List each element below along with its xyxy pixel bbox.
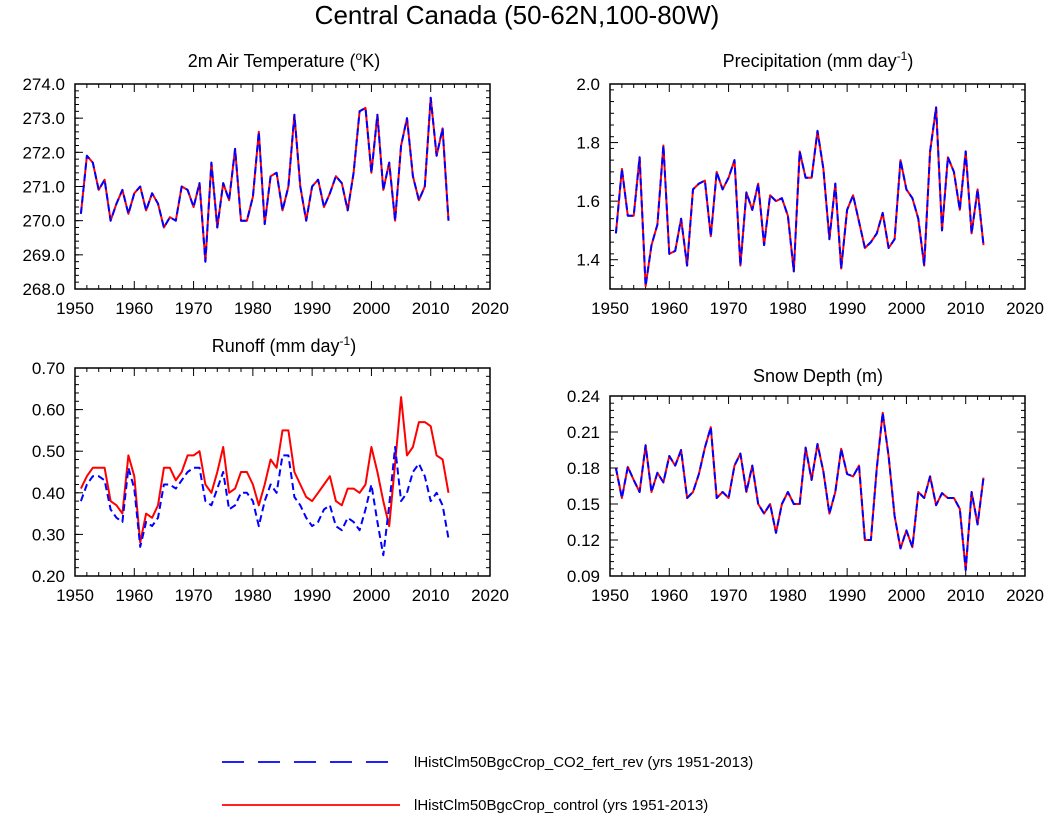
x-tick-label: 2020: [1006, 299, 1044, 318]
panel-title-main: Runoff (mm day: [212, 336, 340, 356]
x-tick-label: 2020: [1006, 586, 1044, 605]
x-tick-label: 1990: [828, 586, 866, 605]
x-tick-label: 1960: [650, 299, 688, 318]
x-tick-label: 2010: [947, 299, 985, 318]
panel-title-runoff: Runoff (mm day-1): [212, 334, 356, 356]
series-line-precipitation-control: [614, 106, 985, 288]
y-tick-label: 2.0: [576, 75, 600, 94]
y-tick-label: 270.0: [22, 212, 65, 231]
y-tick-label: 0.21: [567, 423, 600, 442]
x-tick-label: 1990: [293, 299, 331, 318]
y-tick-label: 273.0: [22, 109, 65, 128]
x-tick-label: 1980: [234, 299, 272, 318]
y-tick-label: 268.0: [22, 280, 65, 299]
plot-frame: [74, 83, 491, 290]
x-tick-label: 2020: [471, 586, 509, 605]
x-tick-label: 1970: [710, 299, 748, 318]
x-tick-label: 1950: [591, 299, 629, 318]
series-line-precipitation-co2-fert-rev: [614, 106, 985, 288]
y-tick-label: 1.4: [576, 251, 600, 270]
x-tick-label: 1990: [828, 299, 866, 318]
panel-air-temperature: 2m Air Temperature (oK) 1950 1960 1970 1980…: [22, 49, 508, 318]
x-tick-label: 1990: [293, 586, 331, 605]
y-tick-label: 274.0: [22, 75, 65, 94]
series-line-air-temperature-control: [79, 96, 450, 263]
panel-title-tail: K): [362, 51, 380, 71]
x-tick-label: 1950: [591, 586, 629, 605]
y-tick-label: 0.12: [567, 531, 600, 550]
panel-runoff: Runoff (mm day-1) 1950 1960 1970 1980 1990 20…: [32, 334, 509, 605]
x-tick-label: 2000: [353, 586, 391, 605]
x-tick-label: 1970: [175, 586, 213, 605]
y-tick-label: 0.24: [567, 387, 600, 406]
y-tick-label: 0.60: [32, 401, 65, 420]
panel-title-tail: ): [350, 336, 356, 356]
series-line-snow-depth-control: [614, 411, 985, 571]
panel-title-sup: o: [356, 49, 363, 63]
x-tick-label: 1980: [769, 299, 807, 318]
series-line-snow-depth-co2-fert-rev: [614, 411, 985, 571]
y-tick-label: 0.40: [32, 484, 65, 503]
x-tick-label: 2010: [412, 299, 450, 318]
y-tick-label: 272.0: [22, 143, 65, 162]
panel-title-tail: ): [907, 51, 913, 71]
y-tick-label: 0.15: [567, 495, 600, 514]
legend: lHistClm50BgcCrop_CO2_fert_rev (yrs 1951…: [222, 754, 753, 814]
x-tick-label: 2020: [471, 299, 509, 318]
panel-precipitation: Precipitation (mm day-1) 1950 1960 1970 198…: [576, 49, 1044, 318]
panel-title-main: Snow Depth (m): [753, 366, 883, 386]
x-tick-label: 2010: [412, 586, 450, 605]
legend-label-control: lHistClm50BgcCrop_control (yrs 1951-2013…: [414, 797, 708, 814]
panel-title-sup: -1: [897, 49, 908, 63]
x-tick-label: 1950: [56, 299, 94, 318]
legend-label-co2-fert-rev: lHistClm50BgcCrop_CO2_fert_rev (yrs 1951…: [414, 754, 753, 771]
y-tick-label: 0.09: [567, 567, 600, 586]
panel-snow-depth: Snow Depth (m) 1950 1960 1970 1980 1990 2000 2…: [567, 366, 1044, 605]
y-tick-label: 1.8: [576, 134, 600, 153]
plot-frame: [74, 367, 491, 577]
x-tick-label: 1960: [115, 586, 153, 605]
x-tick-label: 2000: [353, 299, 391, 318]
panel-title-snow-depth: Snow Depth (m): [753, 366, 883, 386]
plot-frame: [609, 83, 1026, 290]
x-tick-label: 1950: [56, 586, 94, 605]
x-tick-label: 2010: [947, 586, 985, 605]
x-tick-label: 2000: [888, 586, 926, 605]
series-line-air-temperature-co2-fert-rev: [79, 96, 450, 263]
x-tick-label: 1980: [234, 586, 272, 605]
panel-title-sup: -1: [340, 334, 351, 348]
y-tick-label: 0.70: [32, 359, 65, 378]
figure-title: Central Canada (50-62N,100-80W): [315, 0, 720, 30]
x-tick-label: 2000: [888, 299, 926, 318]
x-tick-label: 1970: [710, 586, 748, 605]
x-tick-label: 1960: [650, 586, 688, 605]
y-tick-label: 269.0: [22, 246, 65, 265]
y-tick-label: 0.18: [567, 459, 600, 478]
y-tick-label: 0.20: [32, 567, 65, 586]
panel-title-air-temperature: 2m Air Temperature (oK): [188, 49, 380, 71]
y-tick-label: 0.50: [32, 442, 65, 461]
y-tick-label: 0.30: [32, 525, 65, 544]
x-tick-label: 1960: [115, 299, 153, 318]
plot-frame: [609, 395, 1026, 577]
y-tick-label: 1.6: [576, 192, 600, 211]
panel-title-main: Precipitation (mm day: [723, 51, 897, 71]
x-tick-label: 1980: [769, 586, 807, 605]
series-line-runoff-control: [79, 396, 450, 544]
panel-title-main: 2m Air Temperature (: [188, 51, 356, 71]
y-tick-label: 271.0: [22, 178, 65, 197]
series-line-runoff-co2-fert-rev: [79, 446, 450, 557]
x-tick-label: 1970: [175, 299, 213, 318]
panel-title-precipitation: Precipitation (mm day-1): [723, 49, 914, 71]
